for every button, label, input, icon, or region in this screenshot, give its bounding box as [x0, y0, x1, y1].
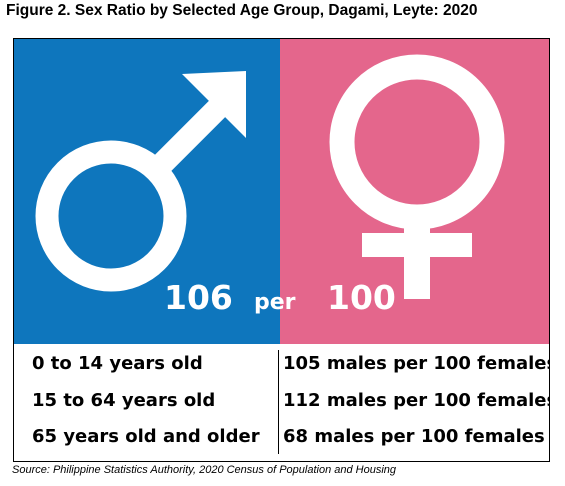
age-group-label: 0 to 14 years old [32, 353, 203, 374]
figure-title: Figure 2. Sex Ratio by Selected Age Grou… [6, 2, 478, 19]
age-group-label: 15 to 64 years old [32, 390, 216, 411]
sex-ratio-value: 105 males per 100 females [283, 353, 550, 374]
column-divider [278, 350, 279, 454]
overall-ratio-males: 106 [164, 278, 233, 317]
overall-ratio-females: 100 [327, 278, 396, 317]
infographic-frame: 106 per 100 0 to 14 years old 105 males … [13, 38, 550, 462]
sex-ratio-value: 68 males per 100 females [283, 426, 545, 447]
female-symbol-icon [329, 54, 505, 299]
age-group-table: 0 to 14 years old 105 males per 100 fema… [14, 344, 549, 461]
age-group-label: 65 years old and older [32, 426, 260, 447]
male-symbol-icon [35, 71, 246, 292]
source-note: Source: Philippine Statistics Authority,… [12, 464, 397, 476]
overall-ratio-per: per [254, 290, 296, 315]
sex-ratio-value: 112 males per 100 females [283, 390, 550, 411]
